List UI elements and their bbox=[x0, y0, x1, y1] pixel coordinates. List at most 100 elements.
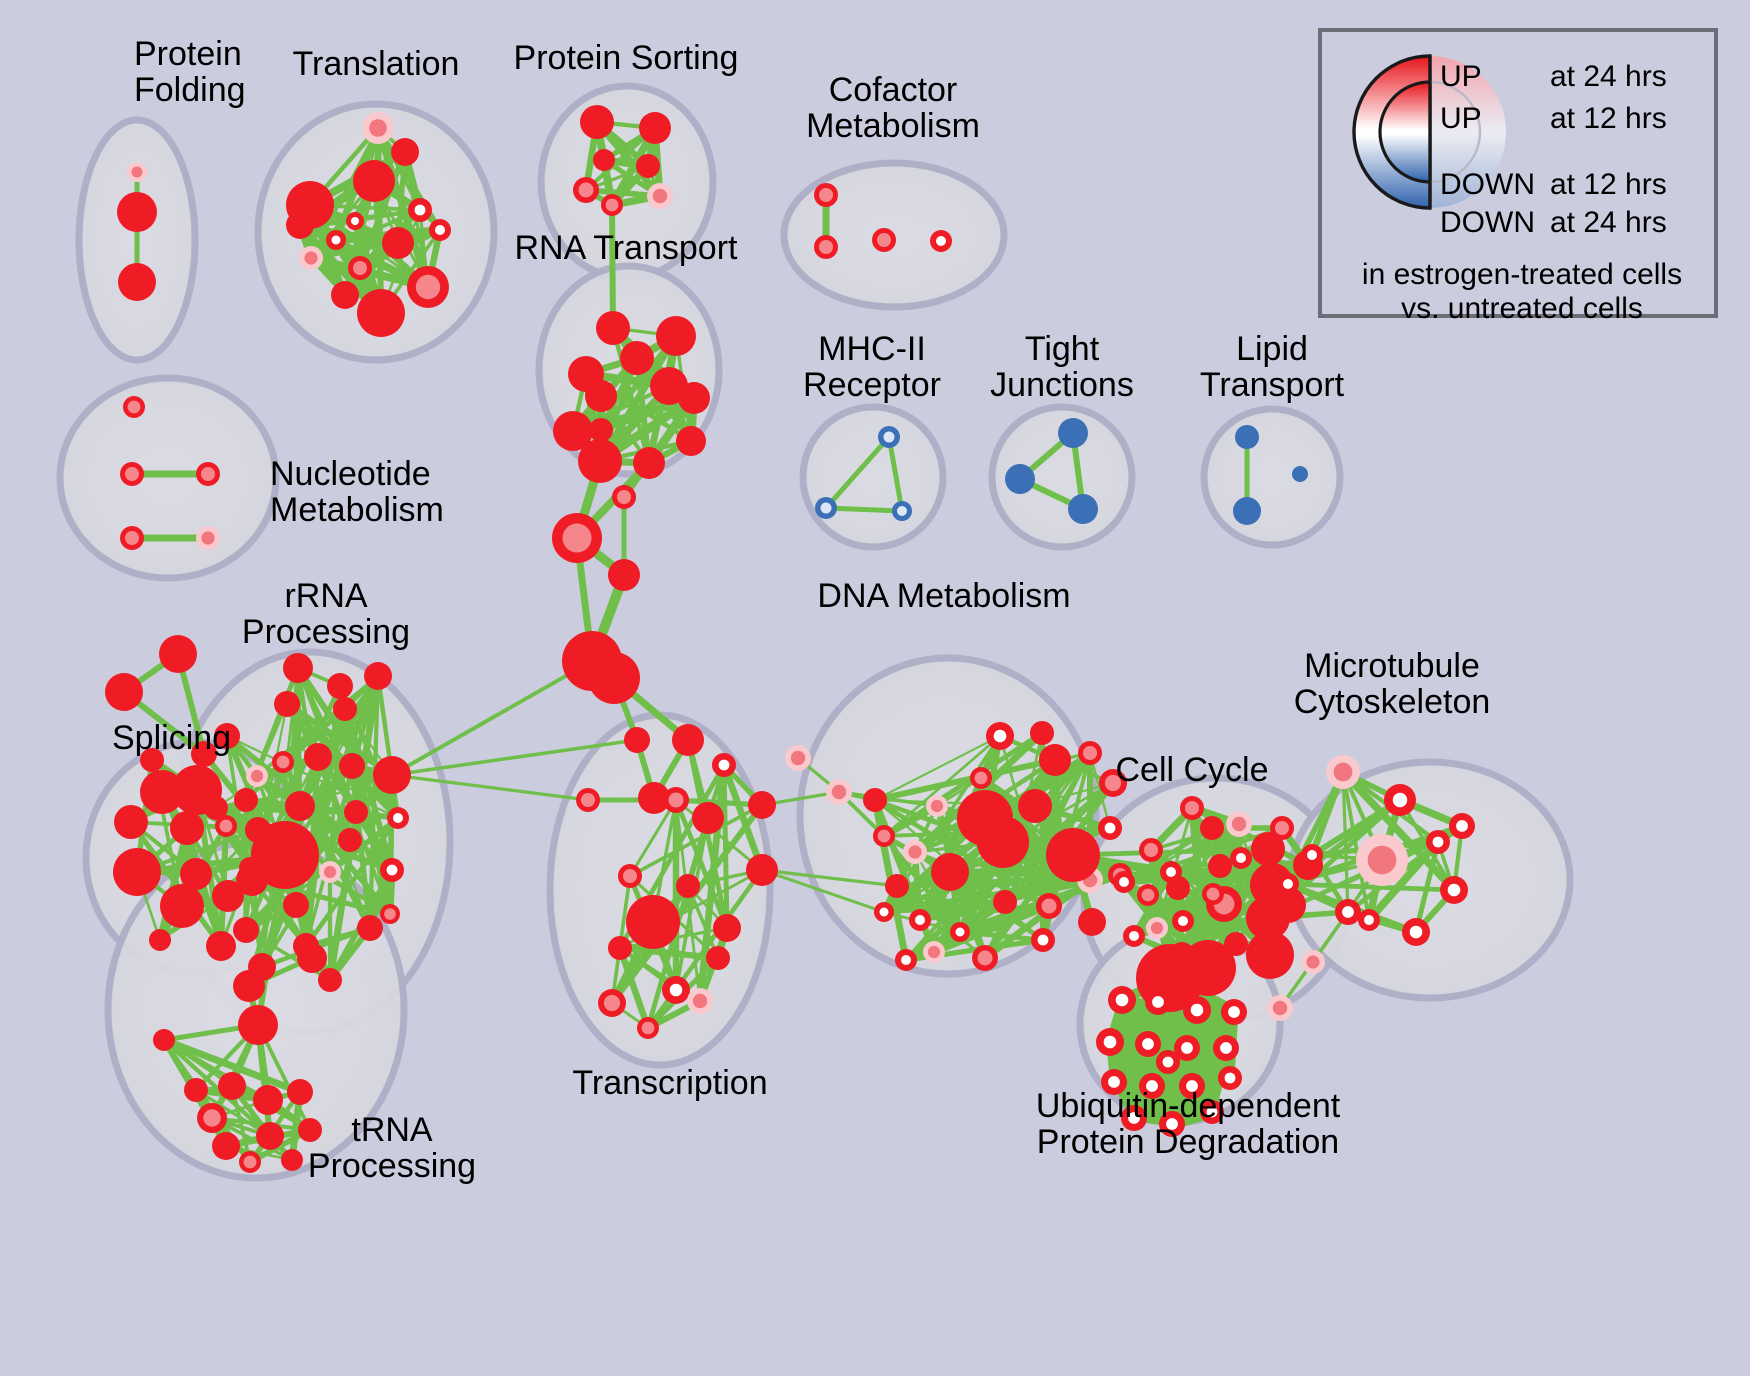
network-node bbox=[326, 230, 346, 250]
network-edge bbox=[390, 659, 594, 777]
cluster-label-transcription: Transcription bbox=[572, 1064, 768, 1102]
network-node bbox=[120, 526, 144, 550]
cluster-label-nucleotide-metab: Nucleotide Metabolism bbox=[270, 455, 444, 530]
network-node bbox=[1270, 887, 1306, 923]
network-node bbox=[612, 485, 636, 509]
network-node bbox=[618, 864, 642, 888]
network-node bbox=[970, 767, 992, 789]
network-node bbox=[196, 526, 220, 550]
network-node bbox=[1039, 744, 1071, 776]
cluster-label-cofactor-metabolism: Cofactor Metabolism bbox=[806, 71, 980, 146]
network-node bbox=[140, 748, 164, 772]
network-node bbox=[1218, 1066, 1242, 1090]
network-node bbox=[986, 722, 1014, 750]
network-node bbox=[1146, 917, 1168, 939]
network-node bbox=[429, 219, 451, 241]
network-node bbox=[1183, 996, 1211, 1024]
network-node bbox=[1402, 918, 1430, 946]
network-node bbox=[1226, 811, 1252, 837]
network-node bbox=[1068, 494, 1098, 524]
network-node bbox=[1326, 755, 1360, 789]
network-node bbox=[331, 281, 359, 309]
network-edge bbox=[1285, 881, 1457, 893]
network-edge bbox=[673, 797, 730, 931]
network-node bbox=[238, 1005, 278, 1045]
network-node bbox=[826, 779, 852, 805]
network-node bbox=[863, 788, 887, 812]
network-node bbox=[160, 884, 204, 928]
network-node bbox=[1156, 1050, 1180, 1074]
network-node bbox=[357, 289, 405, 337]
network-node bbox=[1046, 828, 1100, 882]
network-node bbox=[253, 1085, 283, 1115]
network-node bbox=[662, 976, 690, 1004]
network-node bbox=[1108, 986, 1136, 1014]
network-node bbox=[298, 1118, 322, 1142]
network-node bbox=[1270, 816, 1294, 840]
network-node bbox=[338, 828, 362, 852]
network-node bbox=[1030, 721, 1054, 745]
network-node bbox=[1180, 940, 1236, 996]
network-node bbox=[380, 858, 404, 882]
network-node bbox=[149, 929, 171, 951]
network-node bbox=[196, 462, 220, 486]
network-node bbox=[580, 105, 614, 139]
network-node bbox=[239, 1151, 261, 1173]
network-node bbox=[233, 917, 259, 943]
network-node bbox=[1036, 893, 1062, 919]
network-node bbox=[339, 753, 365, 779]
svg-text:at 12 hrs: at 12 hrs bbox=[1550, 168, 1667, 201]
network-node bbox=[785, 745, 811, 771]
cluster-region-lipid-transport bbox=[1200, 405, 1344, 549]
cluster-label-rrna-processing: rRNA Processing bbox=[241, 577, 411, 652]
network-node bbox=[647, 183, 673, 209]
network-node bbox=[123, 396, 145, 418]
network-node bbox=[1078, 741, 1102, 765]
network-node bbox=[1139, 838, 1163, 862]
svg-text:DOWN: DOWN bbox=[1440, 168, 1535, 201]
network-node bbox=[113, 848, 161, 896]
network-node bbox=[588, 652, 640, 704]
network-node bbox=[1246, 931, 1294, 979]
network-node bbox=[127, 162, 147, 182]
network-node bbox=[318, 968, 342, 992]
cluster-region-nucleotide-metab bbox=[56, 374, 280, 582]
network-node bbox=[1440, 876, 1468, 904]
network-edge bbox=[760, 868, 899, 888]
network-node bbox=[598, 989, 626, 1017]
network-edge bbox=[628, 798, 678, 878]
network-node bbox=[977, 816, 1029, 868]
network-node bbox=[214, 723, 240, 749]
network-edge bbox=[609, 202, 616, 331]
network-node bbox=[923, 941, 945, 963]
network-node bbox=[286, 211, 314, 239]
network-node bbox=[624, 727, 650, 753]
network-node bbox=[1018, 789, 1052, 823]
network-node bbox=[1139, 1073, 1165, 1099]
network-edge bbox=[225, 734, 400, 820]
network-edge bbox=[823, 434, 892, 511]
network-node bbox=[626, 895, 680, 949]
network-node bbox=[357, 915, 383, 941]
network-node bbox=[218, 1072, 246, 1100]
network-node bbox=[333, 697, 357, 721]
network-node bbox=[1174, 1035, 1200, 1061]
network-node bbox=[233, 970, 265, 1002]
network-node bbox=[1180, 796, 1204, 820]
network-node bbox=[874, 902, 894, 922]
svg-text:in estrogen-treated cells: in estrogen-treated cells bbox=[1362, 258, 1682, 291]
network-node bbox=[746, 854, 778, 886]
network-edge bbox=[882, 904, 1051, 914]
network-node bbox=[678, 382, 710, 414]
network-node bbox=[1221, 999, 1247, 1025]
network-node bbox=[620, 341, 654, 375]
network-node bbox=[1356, 834, 1408, 886]
network-node bbox=[197, 1103, 227, 1133]
network-node bbox=[281, 1149, 303, 1171]
network-node bbox=[814, 183, 838, 207]
network-node bbox=[1031, 928, 1055, 952]
network-node bbox=[297, 943, 327, 973]
network-edge bbox=[823, 505, 905, 514]
network-edge bbox=[194, 1088, 272, 1138]
network-node bbox=[636, 154, 660, 178]
